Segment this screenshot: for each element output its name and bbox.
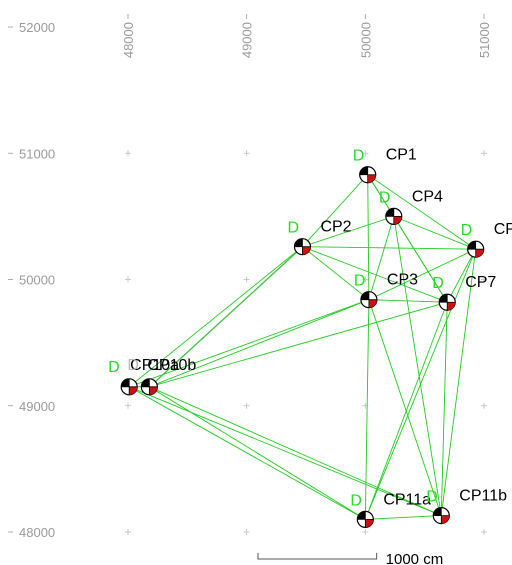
observation-line (368, 248, 476, 301)
station-label: CP3 (387, 272, 418, 289)
observation-line (367, 174, 370, 300)
observation-lines (128, 174, 477, 520)
station-label: CP10a (130, 357, 179, 374)
status-flag: D (350, 492, 362, 509)
observation-line (446, 248, 477, 303)
grid-cross (362, 276, 369, 283)
status-flag: D (379, 189, 391, 206)
y-tick-label: 49000 (19, 399, 55, 414)
observation-line (440, 302, 448, 516)
observation-line (149, 386, 366, 520)
observation-line (364, 249, 477, 520)
scale-bar-label: 1000 cm (386, 551, 444, 565)
observation-line (367, 174, 476, 250)
observation-line (302, 215, 394, 248)
station-label: CP2 (320, 219, 351, 236)
status-flag: D (353, 148, 365, 165)
x-tick-label: 50000 (358, 22, 373, 58)
observation-line (302, 246, 476, 250)
observation-line (368, 299, 448, 303)
observation-line (365, 515, 442, 520)
observation-line (149, 386, 442, 516)
y-tick-label: 52000 (19, 20, 55, 35)
y-tick-label: 51000 (19, 146, 55, 161)
station-marker (120, 378, 138, 396)
observation-line (128, 386, 366, 520)
grid-cross (243, 529, 250, 535)
observation-line (393, 215, 476, 250)
observation-line (440, 249, 477, 516)
x-tick-label: 49000 (240, 22, 255, 58)
grid-cross (481, 150, 487, 157)
station-label: CP11b (459, 488, 507, 505)
scale-bar: 1000 cm (257, 551, 444, 565)
station-label: CP1 (386, 147, 417, 164)
station-marker (356, 510, 374, 528)
station-label: CP10b (147, 357, 196, 374)
y-axis-ticks: 48000 49000 50000 51000 52000 (8, 20, 55, 540)
grid-cross (243, 150, 250, 157)
x-tick-label: 51000 (477, 22, 492, 58)
observation-line (149, 299, 370, 388)
observation-line (368, 299, 442, 516)
station-label: CP4 (412, 188, 443, 205)
observation-line (302, 246, 448, 303)
status-flag: D (287, 220, 299, 237)
station-marker (359, 166, 377, 184)
grid-cross (481, 402, 487, 409)
observation-line (302, 246, 370, 301)
observation-line (368, 216, 395, 300)
observation-line (393, 216, 442, 516)
grid-cross (362, 150, 369, 157)
station-marker (432, 506, 450, 525)
point-labels: DCP1DCP4DCP2DCP5DCP3DCP7DCP10aDCP10bDCP1… (108, 147, 512, 510)
observation-line (128, 246, 303, 388)
station-marker (293, 238, 312, 256)
station-marker (467, 240, 485, 258)
y-tick-label: 48000 (19, 525, 55, 540)
station-label: CP7 (465, 274, 496, 291)
station-marker (140, 378, 158, 396)
status-flag: D (354, 273, 366, 290)
status-flag: D (432, 275, 444, 292)
y-tick-label: 50000 (19, 273, 55, 288)
scale-bar-line (257, 553, 378, 560)
x-tick-label: 48000 (121, 22, 136, 58)
observation-line (129, 386, 442, 517)
status-flag: D (461, 222, 473, 239)
grid-crosses (125, 150, 487, 535)
observation-line (364, 302, 448, 520)
observation-line (302, 174, 369, 247)
observation-line (393, 216, 448, 303)
grid-cross (243, 402, 250, 409)
station-marker (385, 207, 403, 225)
grid-cross (125, 529, 131, 535)
grid-cross (125, 402, 131, 409)
grid-cross (125, 150, 131, 157)
grid-cross (125, 276, 131, 283)
point-markers (120, 166, 485, 528)
station-label: CP11a (383, 491, 431, 508)
x-axis-ticks: 48000 49000 50000 51000 (121, 14, 492, 58)
grid-cross (243, 276, 250, 283)
status-flag: D (127, 357, 139, 374)
grid-cross (481, 276, 487, 283)
grid-cross (362, 529, 369, 535)
observation-line (364, 299, 370, 520)
observation-line (129, 299, 370, 388)
status-flag: D (108, 359, 120, 376)
grid-cross (481, 529, 487, 535)
station-marker (360, 291, 378, 309)
observation-line (149, 246, 303, 388)
station-marker (438, 293, 456, 311)
observation-line (149, 301, 448, 388)
station-label: CP5 (494, 221, 512, 238)
status-flag: D (426, 489, 438, 506)
